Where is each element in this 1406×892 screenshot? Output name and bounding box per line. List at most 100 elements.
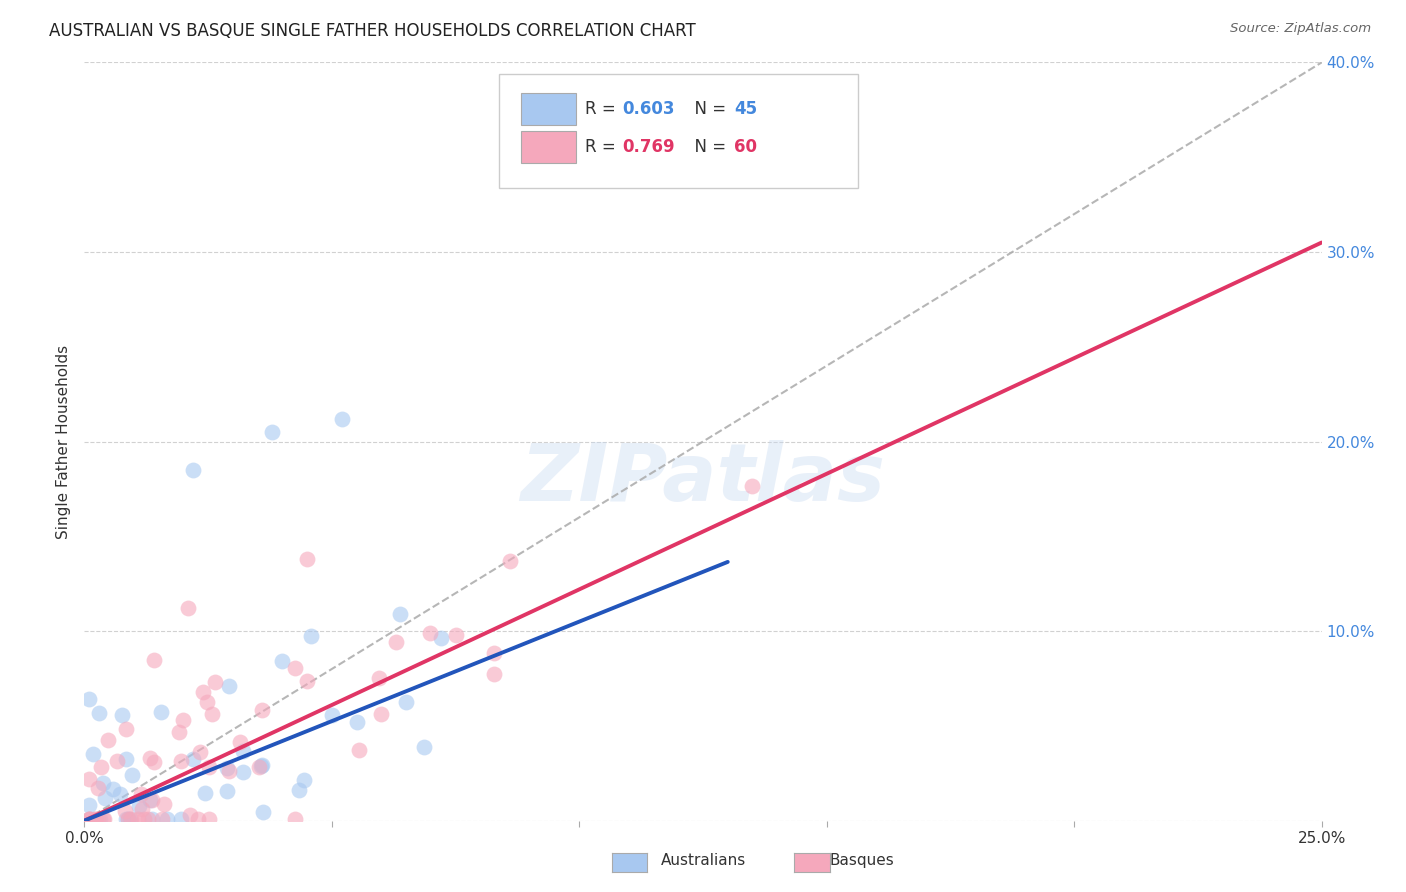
- Point: [252, 703, 274, 717]
- Point: [229, 735, 252, 749]
- Point: [346, 715, 368, 730]
- Point: [429, 632, 451, 646]
- Point: [114, 804, 136, 818]
- Point: [120, 812, 142, 826]
- Point: [89, 812, 111, 826]
- Point: [249, 758, 271, 772]
- Point: [79, 812, 101, 826]
- Text: Source: ZipAtlas.com: Source: ZipAtlas.com: [1230, 22, 1371, 36]
- Point: [217, 784, 239, 798]
- Point: [347, 743, 370, 757]
- Point: [482, 667, 505, 681]
- Point: [150, 812, 173, 826]
- Point: [262, 425, 284, 439]
- Text: 0.603: 0.603: [623, 100, 675, 118]
- FancyBboxPatch shape: [522, 93, 575, 125]
- Point: [90, 759, 112, 773]
- Point: [385, 635, 408, 649]
- Point: [129, 787, 152, 801]
- Point: [83, 812, 105, 826]
- Point: [741, 479, 763, 493]
- Point: [114, 752, 136, 766]
- Point: [141, 812, 163, 826]
- Point: [232, 744, 254, 758]
- Point: [271, 654, 294, 668]
- Point: [413, 739, 436, 754]
- Point: [87, 812, 110, 826]
- Point: [84, 812, 107, 826]
- Point: [101, 781, 124, 796]
- Point: [284, 661, 307, 675]
- Point: [288, 783, 311, 797]
- Point: [136, 812, 159, 826]
- Point: [117, 812, 139, 826]
- Point: [321, 708, 343, 723]
- Point: [120, 812, 142, 826]
- Point: [247, 759, 270, 773]
- Point: [195, 695, 218, 709]
- Point: [131, 802, 153, 816]
- Point: [149, 706, 172, 720]
- Point: [190, 745, 212, 759]
- Point: [170, 812, 193, 826]
- Point: [252, 758, 274, 772]
- Point: [201, 706, 224, 721]
- Point: [395, 694, 418, 708]
- Point: [79, 692, 101, 706]
- Point: [218, 764, 240, 778]
- Point: [93, 812, 115, 826]
- Point: [87, 780, 110, 795]
- Point: [198, 760, 221, 774]
- Point: [121, 768, 143, 782]
- Point: [91, 776, 114, 790]
- Text: N =: N =: [685, 100, 731, 118]
- Point: [186, 812, 208, 826]
- Point: [444, 628, 467, 642]
- Point: [105, 755, 128, 769]
- Point: [79, 812, 101, 826]
- Point: [139, 792, 162, 806]
- Point: [499, 553, 522, 567]
- Point: [127, 812, 149, 826]
- Text: R =: R =: [585, 137, 621, 155]
- Point: [389, 607, 412, 622]
- Point: [284, 812, 307, 826]
- Point: [252, 805, 274, 820]
- Point: [367, 672, 389, 686]
- Point: [204, 675, 226, 690]
- Point: [117, 812, 139, 826]
- Text: Basques: Basques: [830, 854, 894, 868]
- Point: [172, 714, 194, 728]
- Text: AUSTRALIAN VS BASQUE SINGLE FATHER HOUSEHOLDS CORRELATION CHART: AUSTRALIAN VS BASQUE SINGLE FATHER HOUSE…: [49, 22, 696, 40]
- Point: [292, 772, 315, 787]
- Point: [82, 747, 104, 761]
- Point: [153, 797, 176, 811]
- Text: Australians: Australians: [661, 854, 747, 868]
- FancyBboxPatch shape: [499, 74, 858, 187]
- Point: [93, 791, 115, 805]
- Point: [299, 629, 322, 643]
- Point: [91, 812, 114, 826]
- Point: [181, 463, 204, 477]
- Point: [177, 601, 200, 615]
- Point: [156, 812, 179, 826]
- FancyBboxPatch shape: [522, 130, 575, 162]
- Text: 60: 60: [734, 137, 756, 155]
- Point: [295, 673, 318, 688]
- Point: [330, 412, 353, 426]
- Y-axis label: Single Father Households: Single Father Households: [56, 344, 72, 539]
- Point: [134, 812, 156, 826]
- Point: [79, 812, 101, 826]
- Point: [108, 787, 131, 801]
- Point: [114, 722, 136, 736]
- Point: [218, 679, 240, 693]
- Point: [295, 552, 318, 566]
- Point: [197, 812, 219, 826]
- Text: N =: N =: [685, 137, 731, 155]
- Point: [741, 160, 763, 174]
- Point: [79, 772, 101, 787]
- Text: ZIPatlas: ZIPatlas: [520, 441, 886, 518]
- Point: [179, 808, 201, 822]
- Point: [181, 752, 204, 766]
- Text: 0.769: 0.769: [623, 137, 675, 155]
